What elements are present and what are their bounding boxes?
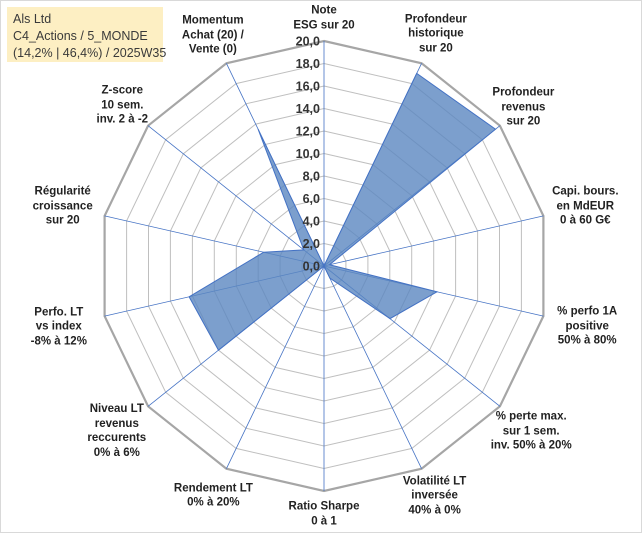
tick-label: 4,0 xyxy=(303,215,320,229)
axis-label-line: -8% à 12% xyxy=(30,334,87,347)
axis-label: Perfo. LT vs index -8% à 12% xyxy=(31,305,87,349)
axis-label-line: croissance xyxy=(32,200,93,213)
axis-label-line: Perfo. LT xyxy=(34,305,84,318)
axis-label-line: en MdEUR xyxy=(556,200,615,213)
axis-label-line: Profondeur xyxy=(492,86,555,99)
axis-label-line: sur 20 xyxy=(418,41,453,54)
tick-label: 18,0 xyxy=(296,57,320,71)
axis-label-line: 0% à 20% xyxy=(187,496,240,509)
axis-label-line: 10 sem. xyxy=(101,98,144,111)
axis-label: % perte max. sur 1 sem. inv. 50% à 20% xyxy=(491,409,572,453)
axis-label-line: Vente (0) xyxy=(188,43,237,56)
tick-label: 6,0 xyxy=(303,192,320,206)
axis-label: Momentum Achat (20) / Vente (0) xyxy=(182,14,244,58)
axis-label-line: revenus xyxy=(94,417,139,430)
axis-label: Z-score 10 sem. inv. 2 à -2 xyxy=(97,83,149,127)
tick-label: 2,0 xyxy=(303,237,320,251)
axis-label-line: reccurents xyxy=(87,432,147,445)
axis-label-line: Capi. bours. xyxy=(552,185,619,198)
info-box: Als Ltd C4_Actions / 5_MONDE (14,2% | 46… xyxy=(7,7,167,62)
axis-label-line: sur 20 xyxy=(45,214,80,227)
axis-label-line: Volatilité LT xyxy=(402,474,467,487)
axis-label-line: % perte max. xyxy=(495,410,567,423)
axis-label-line: 0% à 6% xyxy=(93,446,140,459)
axis-spoke xyxy=(323,215,544,267)
tick-label: 20,0 xyxy=(296,35,320,49)
axis-label-line: vs index xyxy=(35,320,82,333)
tick-label: 8,0 xyxy=(303,170,320,184)
axis-label: Niveau LT revenus reccurents 0% à 6% xyxy=(87,402,146,460)
axis-label-line: % perfo 1A xyxy=(557,305,618,318)
tick-label: 10,0 xyxy=(296,147,320,161)
axis-label-line: historique xyxy=(408,27,464,40)
axis-label-line: Profondeur xyxy=(404,12,467,25)
axis-label: Régularité croissance sur 20 xyxy=(33,185,93,229)
axis-label-line: Z-score xyxy=(101,84,144,97)
axis-label-line: Rendement LT xyxy=(173,482,253,495)
period-label: (14,2% | 46,4%) / 2025W35 xyxy=(13,46,167,60)
axis-label: Profondeur revenus sur 20 xyxy=(492,85,554,129)
axis-label-line: inversée xyxy=(411,489,458,502)
radial-tick-labels: 0,0 2,0 4,0 6,0 8,0 10,0 12,0 14,0 16,0 18,0 20,0 xyxy=(296,35,320,274)
axis-label: Capi. bours. en MdEUR 0 à 60 G€ xyxy=(552,185,618,229)
axis-label-line: Note xyxy=(311,4,337,17)
radar-series xyxy=(188,72,497,351)
axis-label: Profondeur historique sur 20 xyxy=(405,12,467,56)
axis-label: % perfo 1A positive 50% à 80% xyxy=(557,304,617,348)
axis-label-line: sur 20 xyxy=(506,115,541,128)
axis-label-line: 50% à 80% xyxy=(557,334,617,347)
axis-label-line: 0 à 60 G€ xyxy=(560,214,611,227)
company-name: Als Ltd xyxy=(13,12,52,26)
axis-label-line: Niveau LT xyxy=(89,403,144,416)
axis-label-line: sur 1 sem. xyxy=(502,424,560,437)
axis-label-line: positive xyxy=(565,319,609,332)
axis-label-line: Régularité xyxy=(34,185,91,198)
axis-label: Note ESG sur 20 xyxy=(293,4,354,33)
tick-label: 14,0 xyxy=(296,102,320,116)
axis-spoke xyxy=(147,125,325,267)
tick-label: 0,0 xyxy=(303,260,320,274)
axis-spoke xyxy=(226,265,325,469)
tick-label: 12,0 xyxy=(296,125,320,139)
axis-label-line: revenus xyxy=(501,100,546,113)
axis-label-line: inv. 2 à -2 xyxy=(96,113,149,126)
axis-label-line: Achat (20) / xyxy=(181,29,244,42)
universe-label: C4_Actions / 5_MONDE xyxy=(13,29,148,43)
axis-label: Rendement LT 0% à 20% xyxy=(174,481,253,510)
axis-label-line: inv. 50% à 20% xyxy=(490,439,572,452)
axis-label: Ratio Sharpe 0 à 1 xyxy=(289,500,360,529)
axis-spoke xyxy=(323,265,422,469)
axis-label-line: 40% à 0% xyxy=(408,503,461,516)
axis-label-line: ESG sur 20 xyxy=(293,19,355,31)
axis-label: Volatilité LT inversée 40% à 0% xyxy=(403,474,466,518)
series-area xyxy=(188,72,497,351)
axis-label-line: Ratio Sharpe xyxy=(288,500,360,513)
axis-label-line: Momentum xyxy=(182,14,244,27)
tick-label: 16,0 xyxy=(296,80,320,94)
axis-label-line: 0 à 1 xyxy=(311,515,337,527)
